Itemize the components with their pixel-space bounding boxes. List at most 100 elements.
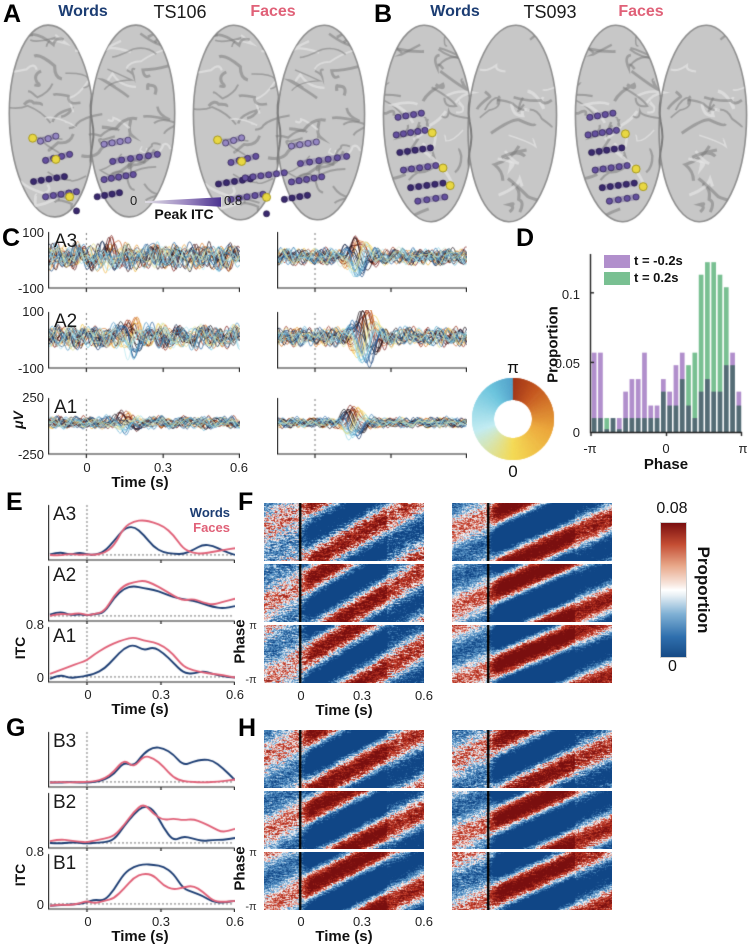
c-xtick-06: 0.6 [229, 460, 249, 475]
fh-colorbar-max: 0.08 [656, 500, 688, 517]
g-xtick-03: 0.3 [151, 914, 171, 929]
f-heatmap-right-a1 [452, 625, 612, 683]
peak-itc-label: Peak ITC [154, 206, 214, 222]
f-xtick-03: 0.3 [352, 688, 372, 703]
e-ylabel-itc: ITC [12, 636, 28, 660]
c-a1-name: A1 [54, 397, 78, 418]
h-ytick-negpi: -π [245, 901, 257, 913]
c-xtick-03: 0.3 [153, 460, 173, 475]
h-heatmap-right-b3 [452, 730, 612, 788]
e-itc-a2 [48, 564, 235, 624]
h-xtick-03: 0.3 [352, 914, 372, 929]
d-xtick-pi: π [738, 441, 748, 456]
h-heatmap-left-b2 [264, 791, 424, 849]
d-xtick-negpi: -π [583, 441, 597, 456]
g-itc-b3 [48, 730, 235, 790]
h-xtick-0: 0 [297, 914, 305, 929]
peak-itc-min: 0 [130, 193, 138, 208]
panel-b-subject: TS093 [523, 2, 577, 22]
h-heatmap-right-b1 [452, 852, 612, 910]
g-b3-name: B3 [53, 731, 77, 752]
brain-ts093-words [380, 20, 560, 227]
e-xlabel: Time (s) [111, 701, 169, 718]
e-xtick-0: 0 [84, 687, 92, 702]
panel-a-subject: TS106 [153, 2, 207, 22]
panel-h-label: H [238, 714, 257, 742]
c-a2-ymin: -100 [17, 361, 44, 376]
e-ytick-min: 0 [36, 670, 44, 685]
fh-colorbar-label: Proportion [694, 546, 713, 634]
c-a2-ymax: 100 [22, 304, 44, 319]
c-traces-a1-right [277, 396, 467, 462]
g-xlabel: Time (s) [111, 928, 169, 945]
f-heatmap-left-a1 [264, 625, 424, 683]
panel-c-label: C [2, 224, 21, 252]
phase-colorwheel [470, 376, 556, 462]
d-xlabel: Phase [643, 456, 689, 473]
g-ytick-min: 0 [36, 897, 44, 912]
c-traces-a2-right [277, 310, 467, 376]
d-xtick-0: 0 [662, 441, 670, 456]
wheel-pi-label: π [507, 358, 519, 377]
g-b1-name: B1 [53, 853, 77, 874]
c-a3-name: A3 [54, 231, 78, 252]
d-legend-swatch-green [604, 272, 630, 285]
fh-colorbar [660, 522, 687, 658]
f-heatmap-left-a2 [264, 564, 424, 622]
g-b2-name: B2 [53, 792, 77, 813]
e-legend-words: Words [189, 505, 230, 520]
brain-ts106-words [6, 20, 178, 222]
h-xlabel: Time (s) [315, 928, 373, 945]
c-xlabel: Time (s) [111, 474, 169, 491]
f-xtick-06: 0.6 [414, 688, 434, 703]
c-traces-a1-left [48, 396, 240, 462]
h-xtick-06: 0.6 [414, 914, 434, 929]
c-xtick-0: 0 [83, 460, 91, 475]
e-xtick-06: 0.6 [225, 687, 245, 702]
fh-colorbar-min: 0 [668, 658, 677, 675]
f-heatmap-right-a3 [452, 503, 612, 561]
panel-a-words-title: Words [58, 3, 108, 20]
g-ylabel-itc: ITC [12, 863, 28, 887]
d-legend-swatch-purple [604, 255, 630, 268]
h-heatmap-left-b1 [264, 852, 424, 910]
panel-g-label: G [6, 714, 26, 742]
c-a3-ymin: -100 [17, 281, 44, 296]
c-traces-a3-right [277, 230, 467, 296]
f-ylabel-phase: Phase [231, 619, 249, 664]
h-heatmap-right-b2 [452, 791, 612, 849]
f-ytick-pi: π [249, 620, 257, 632]
e-legend-faces: Faces [193, 520, 230, 535]
f-heatmap-left-a3 [264, 503, 424, 561]
panel-a-faces-title: Faces [250, 3, 296, 20]
c-traces-a3-left [48, 230, 240, 296]
e-xtick-03: 0.3 [151, 687, 171, 702]
panel-e-label: E [6, 488, 23, 516]
e-ytick-max: 0.8 [25, 617, 44, 632]
c-traces-a2-left [48, 310, 240, 376]
peak-itc-max: 0.8 [224, 193, 243, 208]
h-heatmap-left-b3 [264, 730, 424, 788]
h-ylabel-phase: Phase [231, 846, 249, 891]
c-ylabel-uv: μV [10, 411, 26, 429]
d-legend-label-pos: t = 0.2s [634, 270, 679, 285]
h-ytick-pi: π [249, 847, 257, 859]
g-xtick-0: 0 [84, 914, 92, 929]
c-a1-ymin: -250 [17, 447, 44, 462]
c-a1-ymax: 250 [22, 390, 44, 405]
d-ytick-0: 0 [572, 425, 580, 440]
d-ytick-005: 0.05 [554, 356, 580, 371]
d-ytick-01: 0.1 [561, 287, 580, 302]
g-ytick-max: 0.8 [25, 844, 44, 859]
wheel-zero-label: 0 [508, 462, 518, 481]
g-itc-b2 [48, 791, 235, 851]
panel-d-label: D [516, 224, 535, 252]
peak-itc-colorbar [145, 197, 221, 207]
panel-f-label: F [238, 488, 254, 516]
c-a3-ymax: 100 [22, 225, 44, 240]
d-ylabel: Proportion [544, 306, 562, 383]
g-itc-b1 [48, 852, 235, 912]
e-itc-a3 [48, 503, 235, 563]
brain-ts093-faces [572, 20, 750, 227]
